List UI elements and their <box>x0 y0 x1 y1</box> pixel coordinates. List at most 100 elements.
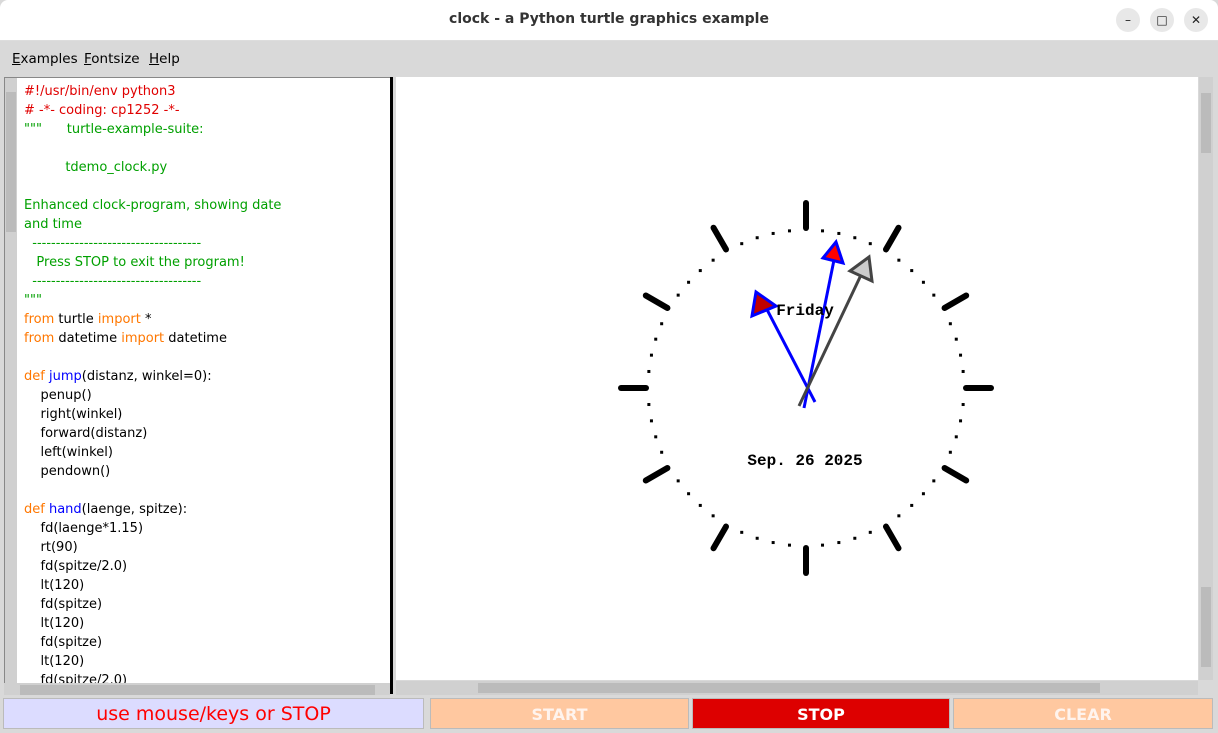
code-line: Press STOP to exit the program! <box>24 255 245 270</box>
menu-label: xamples <box>20 51 78 67</box>
minute-dot <box>740 242 744 246</box>
minute-dot <box>698 503 702 507</box>
minute-dot <box>649 419 653 423</box>
code-vertical-scrollbar[interactable] <box>5 78 17 684</box>
hour-tick <box>883 224 902 253</box>
minute-dot <box>787 229 791 233</box>
code-line: right(winkel) <box>24 407 123 422</box>
minute-dot <box>959 419 963 423</box>
minute-dot <box>647 403 651 407</box>
minute-dot <box>654 337 658 341</box>
minute-dot <box>948 322 952 326</box>
minute-dot <box>959 353 963 357</box>
code-line: lt(120) <box>24 616 85 631</box>
code-line: def hand(laenge, spitze): <box>24 502 188 517</box>
minute-dot <box>961 403 965 407</box>
minute-dot <box>771 231 775 235</box>
minute-dot <box>711 258 715 262</box>
second-hand <box>797 274 863 407</box>
minute-dot <box>868 242 872 246</box>
minimize-button[interactable]: – <box>1116 8 1140 32</box>
pane-divider[interactable] <box>390 77 393 694</box>
code-line: """ turtle-example-suite: <box>24 122 204 137</box>
second-hand-tip <box>847 254 874 284</box>
scroll-thumb-lower[interactable] <box>1201 587 1211 667</box>
code-line: fd(laenge*1.15) <box>24 521 144 536</box>
scroll-thumb[interactable] <box>1201 93 1211 153</box>
hour-tick <box>883 523 902 552</box>
minute-dot <box>676 479 680 483</box>
hour-tick <box>710 523 729 552</box>
clear-button[interactable]: CLEAR <box>953 698 1213 729</box>
maximize-button[interactable]: □ <box>1150 8 1174 32</box>
code-line: fd(spitze/2.0) <box>24 673 128 684</box>
code-line: from datetime import datetime <box>24 331 227 346</box>
code-text-area[interactable]: #!/usr/bin/env python3 # -*- coding: cp12… <box>19 78 390 684</box>
minute-dot <box>654 435 658 439</box>
code-horizontal-scrollbar[interactable] <box>4 683 390 695</box>
minute-dot <box>954 435 958 439</box>
code-line: lt(120) <box>24 578 85 593</box>
minute-dot <box>897 258 901 262</box>
minute-dot <box>687 280 691 284</box>
scroll-thumb[interactable] <box>20 685 375 695</box>
code-line: left(winkel) <box>24 445 113 460</box>
code-line: ------------------------------------ <box>24 236 202 251</box>
code-line: """ <box>24 293 42 308</box>
code-line: rt(90) <box>24 540 78 555</box>
code-line: penup() <box>24 388 92 403</box>
minute-dot <box>868 530 872 534</box>
weekday-label: Friday <box>776 302 834 320</box>
minute-dot <box>698 269 702 273</box>
menu-mnemonic: H <box>149 51 160 67</box>
hour-tick <box>941 465 970 484</box>
minute-dot <box>676 293 680 297</box>
hour-tick <box>642 465 671 484</box>
hour-tick <box>642 292 671 311</box>
code-line: fd(spitze/2.0) <box>24 559 128 574</box>
minute-dot <box>821 229 825 233</box>
scroll-thumb[interactable] <box>478 683 1100 693</box>
minute-dot <box>948 450 952 454</box>
menu-bar: Examples Fontsize Help <box>3 42 1215 74</box>
title-bar: clock - a Python turtle graphics example… <box>0 0 1218 41</box>
code-line: #!/usr/bin/env python3 <box>24 84 176 99</box>
minute-dot <box>921 280 925 284</box>
minute-dot <box>660 322 664 326</box>
minute-hand-tip <box>820 238 846 266</box>
close-button[interactable]: ✕ <box>1184 8 1208 32</box>
minute-dot <box>961 369 965 373</box>
minute-dot <box>954 337 958 341</box>
minute-dot <box>647 369 651 373</box>
menu-label: elp <box>159 51 180 67</box>
minute-dot <box>837 231 841 235</box>
canvas-horizontal-scrollbar[interactable] <box>396 681 1198 695</box>
minute-dot <box>910 503 914 507</box>
minute-dot <box>787 543 791 547</box>
code-pane: #!/usr/bin/env python3 # -*- coding: cp12… <box>4 77 391 685</box>
menu-mnemonic: F <box>84 51 92 67</box>
scroll-thumb[interactable] <box>6 92 16 232</box>
minute-dot <box>687 492 691 496</box>
stop-button[interactable]: STOP <box>692 698 950 729</box>
code-line: forward(distanz) <box>24 426 148 441</box>
code-line: pendown() <box>24 464 111 479</box>
code-line: ------------------------------------ <box>24 274 202 289</box>
minute-dot <box>932 479 936 483</box>
menu-examples[interactable]: Examples <box>12 51 78 67</box>
menu-mnemonic: E <box>12 51 21 67</box>
minute-dot <box>921 492 925 496</box>
canvas-vertical-scrollbar[interactable] <box>1199 77 1213 680</box>
window-title: clock - a Python turtle graphics example <box>449 11 769 27</box>
minute-dot <box>837 541 841 545</box>
menu-help[interactable]: Help <box>149 51 180 67</box>
code-line: # -*- coding: cp1252 -*- <box>24 103 180 118</box>
code-line: lt(120) <box>24 654 85 669</box>
code-line: Enhanced clock-program, showing date <box>24 198 282 213</box>
minute-dot <box>821 543 825 547</box>
minute-dot <box>755 536 759 540</box>
start-button[interactable]: START <box>430 698 689 729</box>
hour-hand <box>760 299 817 403</box>
menu-fontsize[interactable]: Fontsize <box>84 51 140 67</box>
turtle-canvas[interactable]: Friday Sep. 26 2025 <box>396 77 1198 680</box>
